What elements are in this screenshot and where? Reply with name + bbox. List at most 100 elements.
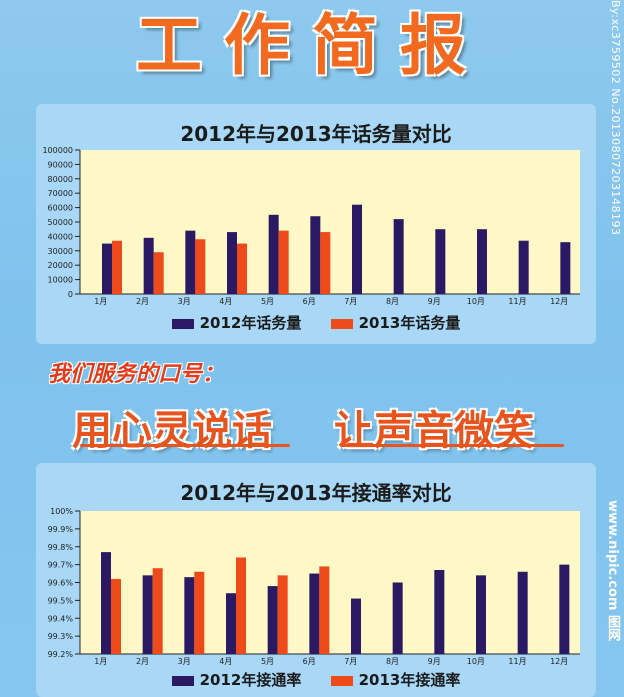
bar-2013-3	[195, 239, 206, 294]
bar-2013-5	[277, 575, 288, 654]
y-tick-label: 70000	[48, 189, 73, 198]
bar-2013-1	[112, 240, 122, 294]
bar-2013-2	[152, 568, 163, 654]
bar-2013-4	[236, 557, 246, 654]
y-tick-label: 99.8%	[48, 543, 74, 552]
bar-2012-3	[184, 577, 195, 654]
y-tick-label: 50000	[48, 218, 73, 227]
bar-2012-8	[393, 219, 404, 294]
bar-2012-9	[434, 569, 445, 654]
bar-2013-2	[153, 252, 164, 294]
y-tick-label: 80000	[48, 175, 73, 184]
y-tick-label: 90000	[48, 160, 73, 169]
connection-rate-chart: 99.2% 99.3% 99.4% 99.5% 99.6% 99.7% 99.8% 99.9%…	[48, 507, 580, 666]
x-tick-label: 6月	[303, 657, 316, 666]
y-tick-label: 100%	[50, 507, 73, 516]
y-tick-label: 40000	[48, 232, 73, 241]
bar-2012-11	[518, 240, 529, 294]
x-tick-label: 7月	[344, 657, 357, 666]
bar-2012-2	[143, 237, 154, 294]
legend-item-2012: 2012年话务量	[171, 312, 302, 333]
y-tick-label: 10000	[48, 276, 73, 285]
x-tick-label: 12月	[550, 297, 568, 306]
bar-2012-1	[101, 552, 111, 654]
call-volume-legend: 2012年话务量 2013年话务量	[36, 312, 596, 333]
bar-2012-5	[267, 586, 278, 654]
y-tick-label: 99.5%	[48, 596, 74, 605]
x-tick-label: 8月	[386, 657, 399, 666]
watermark-site: www.nipic.com 图网	[605, 500, 620, 641]
y-tick-label: 30000	[48, 247, 73, 256]
x-tick-label: 10月	[467, 657, 485, 666]
call-volume-panel: 2012年与2013年话务量对比 0 10000 20000 30000 40000 50…	[36, 104, 596, 344]
x-tick-label: 1月	[94, 297, 107, 306]
page-title: 工作简报	[136, 7, 488, 84]
y-tick-label: 99.9%	[48, 525, 74, 534]
x-tick-label: 3月	[178, 657, 191, 666]
legend-label-2013-rate: 2013年接通率	[358, 671, 461, 689]
x-tick-label: 11月	[508, 657, 526, 666]
legend-swatch-2012	[171, 318, 194, 329]
x-tick-label: 10月	[467, 297, 485, 306]
bar-2013-4	[237, 243, 247, 294]
x-tick-label: 11月	[508, 297, 526, 306]
bar-2013-6	[319, 566, 330, 654]
legend-item-2013: 2013年话务量	[330, 312, 460, 333]
x-tick-label: 2月	[136, 657, 149, 666]
bar-2012-4	[227, 232, 237, 294]
connection-rate-panel: 2012年与2013年接通率对比 99.2% 99.3% 99.4% 99.5% 99.…	[36, 463, 596, 697]
connection-rate-chart-title: 2012年与2013年接通率对比	[180, 481, 452, 505]
slogan-intro: 我们服务的口号：	[48, 362, 225, 387]
y-tick-label: 60000	[48, 204, 73, 213]
bar-2012-10	[476, 575, 486, 654]
y-tick-label: 20000	[48, 261, 73, 270]
bar-2012-2	[142, 575, 153, 654]
bar-2012-7	[351, 598, 361, 654]
bar-2012-6	[310, 216, 321, 294]
x-tick-label: 4月	[219, 657, 232, 666]
plot-area	[80, 511, 580, 654]
bar-2013-5	[278, 230, 289, 294]
call-volume-chart-title: 2012年与2013年话务量对比	[180, 122, 452, 146]
bar-2012-9	[435, 229, 446, 294]
bar-2013-1	[111, 578, 121, 654]
bar-2012-11	[517, 571, 528, 654]
y-tick-label: 99.7%	[48, 561, 74, 570]
x-tick-label: 5月	[261, 657, 274, 666]
x-tick-label: 3月	[178, 297, 191, 306]
x-tick-label: 5月	[261, 297, 274, 306]
legend-label-2012: 2012年话务量	[199, 314, 302, 332]
y-tick-label: 99.3%	[48, 632, 74, 641]
y-tick-label: 100000	[42, 146, 73, 155]
slogan-underline-1	[80, 444, 290, 447]
watermark-id: By:xc3759502 No.20130807203148193	[609, 0, 622, 236]
bar-2012-6	[309, 573, 320, 654]
legend-item-2012-rate: 2012年接通率	[171, 669, 302, 690]
y-tick-label: 99.4%	[48, 614, 74, 623]
slogan-underline-2	[340, 444, 564, 447]
x-tick-label: 6月	[303, 297, 316, 306]
bar-2013-3	[194, 571, 205, 654]
x-tick-label: 2月	[136, 297, 149, 306]
bar-2012-12	[559, 564, 570, 654]
y-tick-label: 99.2%	[48, 650, 74, 659]
connection-rate-legend: 2012年接通率 2013年接通率	[36, 669, 596, 690]
bar-2012-4	[226, 593, 236, 654]
bar-2012-7	[352, 204, 362, 294]
y-tick-label: 0	[68, 290, 73, 299]
bar-2012-3	[185, 230, 196, 294]
x-tick-label: 9月	[428, 297, 441, 306]
bar-2012-10	[477, 229, 487, 294]
bar-2012-8	[392, 582, 403, 654]
y-tick-label: 99.6%	[48, 579, 74, 588]
x-tick-label: 9月	[428, 657, 441, 666]
legend-label-2012-rate: 2012年接通率	[199, 671, 302, 689]
bar-2013-6	[320, 232, 331, 294]
slogan-line-2: 让声音微笑	[334, 408, 534, 454]
call-volume-chart: 0 10000 20000 30000 40000 50000 60000 70000 8000…	[42, 146, 580, 306]
bar-2012-1	[102, 243, 112, 294]
x-tick-label: 1月	[94, 657, 107, 666]
legend-item-2013-rate: 2013年接通率	[330, 669, 461, 690]
legend-swatch-2013	[330, 318, 353, 329]
x-tick-label: 7月	[344, 297, 357, 306]
